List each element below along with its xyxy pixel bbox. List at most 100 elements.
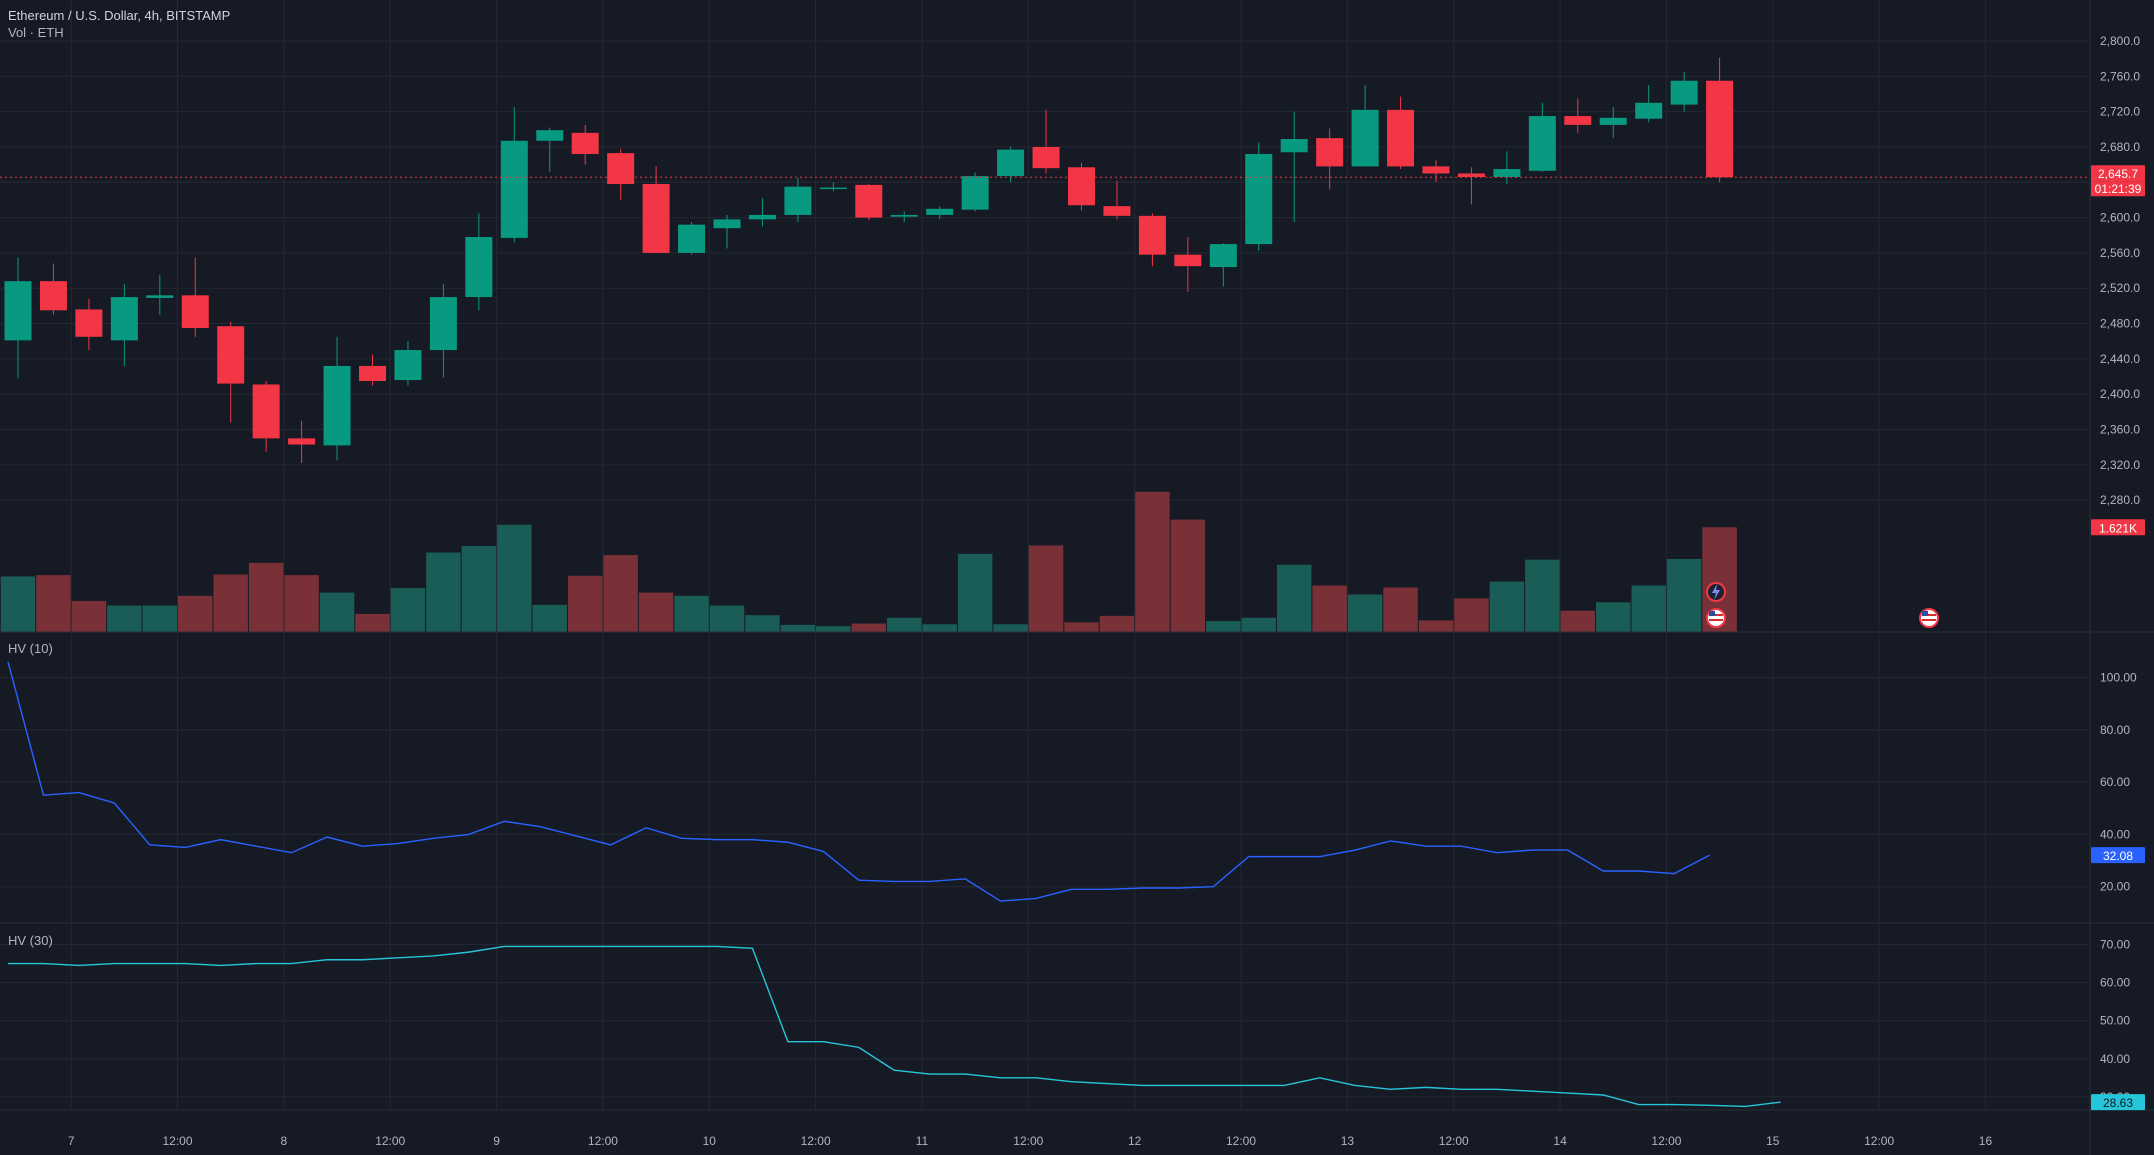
candle-body <box>1706 81 1733 178</box>
time-tick-label: 12:00 <box>1864 1134 1894 1148</box>
time-tick-label: 11 <box>916 1134 929 1148</box>
candle-body <box>1600 118 1627 125</box>
volume-bar <box>781 625 815 632</box>
volume-bar <box>1135 492 1169 632</box>
candle-body <box>1174 255 1201 266</box>
candle-body <box>572 133 599 154</box>
candle-body <box>536 130 563 141</box>
candle-body <box>1033 147 1060 168</box>
volume-bar <box>1312 585 1346 632</box>
volume-bar <box>497 525 531 632</box>
volume-bar <box>568 576 602 632</box>
candle-body <box>501 141 528 238</box>
volume-bar <box>922 624 956 632</box>
volume-bar <box>1454 598 1488 632</box>
hv30-legend[interactable]: HV (30) <box>8 933 53 949</box>
volume-bar <box>1383 587 1417 632</box>
volume-bar <box>249 563 283 632</box>
volume-bar <box>1100 616 1134 632</box>
hv10-tick-label: 80.00 <box>2100 723 2130 737</box>
volume-bar <box>533 605 567 632</box>
time-tick-label: 12:00 <box>375 1134 405 1148</box>
volume-bar <box>603 555 637 632</box>
event-icon-lightning[interactable] <box>1707 583 1725 601</box>
hv10-legend[interactable]: HV (10) <box>8 641 53 657</box>
candle-body <box>146 295 173 298</box>
volume-bar <box>1419 620 1453 632</box>
candle-body <box>1352 110 1379 167</box>
volume-bar <box>1064 622 1098 632</box>
price-tick-label: 2,400.0 <box>2100 387 2140 401</box>
volume-bar <box>1029 545 1063 632</box>
candle-body <box>253 384 280 438</box>
candle-body <box>1458 173 1485 177</box>
hv30-tick-label: 70.00 <box>2100 938 2130 952</box>
price-tick-label: 2,360.0 <box>2100 423 2140 437</box>
event-icon-us-flag-future[interactable] <box>1920 609 1938 627</box>
hv10-tick-label: 60.00 <box>2100 775 2130 789</box>
time-tick-label: 10 <box>703 1134 717 1148</box>
candle-body <box>1529 116 1556 171</box>
volume-badge: 1.621K <box>2099 521 2137 535</box>
candle-body <box>820 188 847 190</box>
price-tick-label: 2,280.0 <box>2100 493 2140 507</box>
time-tick-label: 12:00 <box>801 1134 831 1148</box>
volume-bar <box>1631 585 1665 632</box>
volume-bar <box>1525 560 1559 632</box>
hv30-tick-label: 60.00 <box>2100 976 2130 990</box>
volume-bar <box>816 626 850 632</box>
volume-bar <box>1277 565 1311 632</box>
event-icon-us-flag[interactable] <box>1707 609 1725 627</box>
volume-bar <box>1490 582 1524 632</box>
time-tick-label: 12:00 <box>1226 1134 1256 1148</box>
candle-body <box>1564 116 1591 125</box>
price-tick-label: 2,480.0 <box>2100 317 2140 331</box>
volume-bar <box>391 588 425 632</box>
time-tick-label: 8 <box>281 1134 288 1148</box>
price-tick-label: 2,440.0 <box>2100 352 2140 366</box>
candle-body <box>891 215 918 217</box>
candle-body <box>678 225 705 253</box>
candle-body <box>1210 244 1237 267</box>
volume-legend[interactable]: Vol · ETH <box>8 25 64 41</box>
time-tick-label: 12 <box>1128 1134 1142 1148</box>
price-tick-label: 2,800.0 <box>2100 34 2140 48</box>
candle-body <box>394 350 421 380</box>
time-tick-label: 9 <box>493 1134 500 1148</box>
candle-body <box>1103 206 1130 216</box>
volume-bar <box>143 606 177 632</box>
symbol-title[interactable]: Ethereum / U.S. Dollar, 4h, BITSTAMP <box>8 8 230 24</box>
candle-body <box>1068 167 1095 205</box>
time-tick-label: 7 <box>68 1134 75 1148</box>
candle-body <box>40 281 67 310</box>
price-tick-label: 2,720.0 <box>2100 105 2140 119</box>
volume-bar <box>1171 520 1205 632</box>
price-tick-label: 2,600.0 <box>2100 211 2140 225</box>
time-tick-label: 12:00 <box>1651 1134 1681 1148</box>
time-tick-label: 12:00 <box>588 1134 618 1148</box>
candle-body <box>5 281 32 340</box>
candle-body <box>997 150 1024 176</box>
volume-bar <box>1561 611 1595 632</box>
candle-body <box>607 153 634 184</box>
time-tick-label: 13 <box>1341 1134 1355 1148</box>
candle-body <box>855 185 882 218</box>
volume-bar <box>993 624 1027 632</box>
volume-bar <box>1 576 35 632</box>
candle-body <box>111 297 138 340</box>
countdown-badge: 01:21:39 <box>2095 182 2142 196</box>
candle-body <box>926 209 953 215</box>
candle-body <box>714 219 741 228</box>
volume-bar <box>1242 618 1276 632</box>
candle-body <box>288 438 315 444</box>
volume-bar <box>852 624 886 632</box>
candle-body <box>75 309 102 336</box>
candle-body <box>1387 110 1414 167</box>
candle-body <box>430 297 457 350</box>
volume-bar <box>674 596 708 632</box>
time-tick-label: 12:00 <box>1439 1134 1469 1148</box>
candle-body <box>1139 216 1166 255</box>
volume-bar <box>710 606 744 632</box>
volume-bar <box>107 606 141 632</box>
